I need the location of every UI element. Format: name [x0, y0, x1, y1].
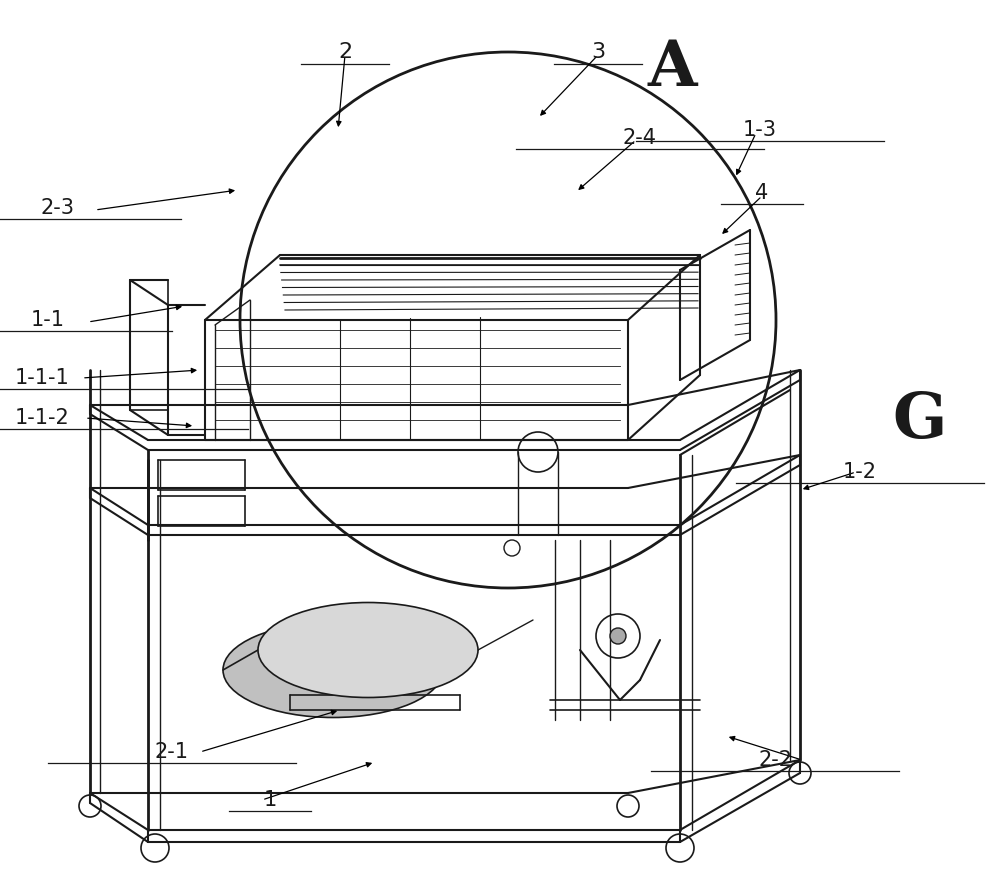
Ellipse shape	[258, 602, 478, 697]
Text: 2-1: 2-1	[155, 742, 189, 762]
Text: 2-2: 2-2	[758, 750, 792, 770]
Text: 3: 3	[591, 42, 605, 62]
Text: 1-3: 1-3	[743, 120, 777, 140]
Text: 1-1: 1-1	[31, 310, 65, 330]
Text: 1-2: 1-2	[843, 462, 877, 482]
Text: 1-1-1: 1-1-1	[15, 368, 69, 388]
Text: 2-3: 2-3	[40, 198, 74, 218]
Circle shape	[610, 628, 626, 644]
Text: 1-1-2: 1-1-2	[15, 408, 69, 428]
Text: 2: 2	[338, 42, 352, 62]
Text: A: A	[647, 38, 697, 99]
Text: 2-4: 2-4	[623, 128, 657, 148]
Text: G: G	[893, 390, 947, 451]
Text: 4: 4	[755, 183, 769, 203]
Text: 1: 1	[263, 790, 277, 810]
Ellipse shape	[223, 623, 443, 718]
